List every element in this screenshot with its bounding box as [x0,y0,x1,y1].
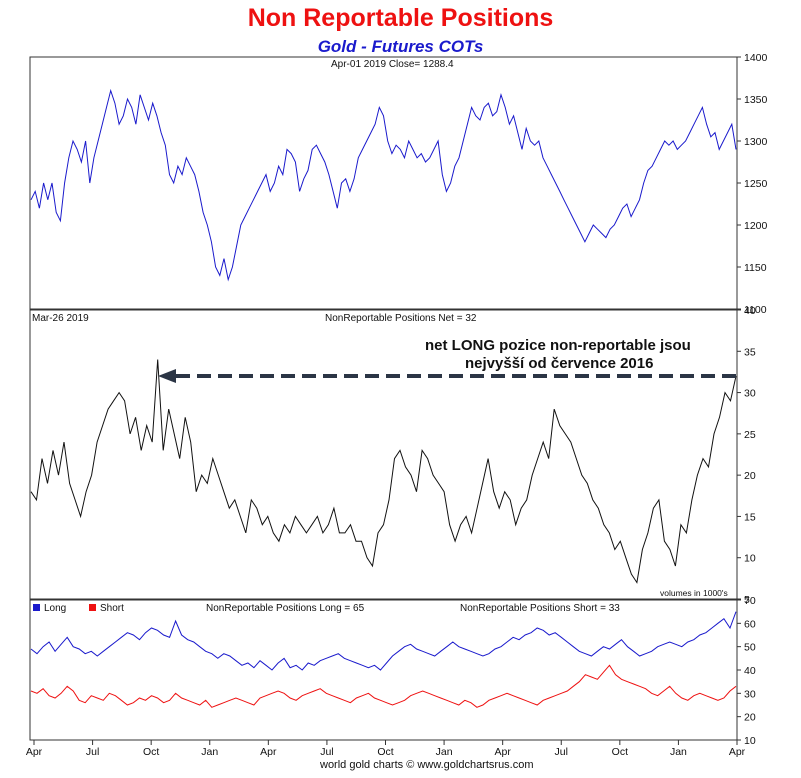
net-series-line [30,359,737,584]
longshort-ytick-label: 70 [744,595,756,607]
longshort-panel-frame [29,599,738,741]
price-panel-frame [29,56,738,310]
annotation-line-2: nejvyšší od července 2016 [465,355,653,372]
legend-long-label: Long [44,603,66,614]
legend-short-label: Short [100,603,124,614]
units-note: volumes in 1000's [660,588,728,598]
longshort-ytick-label: 60 [744,618,756,630]
price-ytick-label: 1300 [744,136,768,148]
chart-title: Non Reportable Positions [247,4,554,32]
x-tick-label: Oct [612,746,628,758]
x-tick-label: Jul [320,746,333,758]
net-ytick-label: 5 [744,594,750,606]
price-info-label: Apr-01 2019 Close= 1288.4 [331,59,454,70]
price-series-line [30,88,737,282]
short-info-label: NonReportable Positions Short = 33 [460,603,620,614]
x-tick-label: Jul [555,746,568,758]
x-tick-label: Jan [201,746,218,758]
price-ytick-label: 1400 [744,52,768,64]
price-ytick-label: 1200 [744,220,768,232]
x-tick-label: Oct [143,746,159,758]
x-tick-label: Jan [436,746,453,758]
price-ytick-label: 1150 [744,262,767,274]
longshort-ytick-label: 30 [744,688,756,700]
x-tick-label: Oct [377,746,393,758]
longshort-ytick-label: 50 [744,642,756,654]
arrow-head [158,369,176,384]
long-info-label: NonReportable Positions Long = 65 [206,603,365,614]
price-ytick-label: 1250 [744,178,768,190]
net-ytick-label: 35 [744,346,756,358]
x-tick-label: Jan [670,746,687,758]
net-info-label: NonReportable Positions Net = 32 [325,313,477,324]
longshort-ytick-label: 20 [744,712,756,724]
price-ytick-label: 1350 [744,94,768,106]
longshort-series-long [30,611,737,671]
footer-credit: world gold charts © www.goldchartsrus.co… [319,759,534,771]
x-tick-label: Apr [729,746,746,758]
x-tick-label: Jul [86,746,99,758]
net-ytick-label: 25 [744,429,756,441]
x-tick-label: Apr [260,746,277,758]
net-ytick-label: 15 [744,511,756,523]
net-date-label: Mar-26 2019 [32,313,89,324]
net-ytick-label: 40 [744,305,756,317]
price-ytick-label: 1100 [744,304,767,316]
longshort-ytick-label: 10 [744,735,756,747]
x-tick-label: Apr [26,746,43,758]
longshort-series-short [30,664,737,708]
net-ytick-label: 30 [744,388,756,400]
net-ytick-label: 10 [744,553,756,565]
legend-short-swatch [89,604,96,611]
annotation-line-1: net LONG pozice non-reportable jsou [425,337,691,354]
chart-subtitle: Gold - Futures COTs [317,37,484,56]
x-tick-label: Apr [494,746,511,758]
legend-long-swatch [33,604,40,611]
net-ytick-label: 20 [744,470,756,482]
longshort-ytick-label: 40 [744,665,756,677]
net-panel-frame [29,309,738,600]
